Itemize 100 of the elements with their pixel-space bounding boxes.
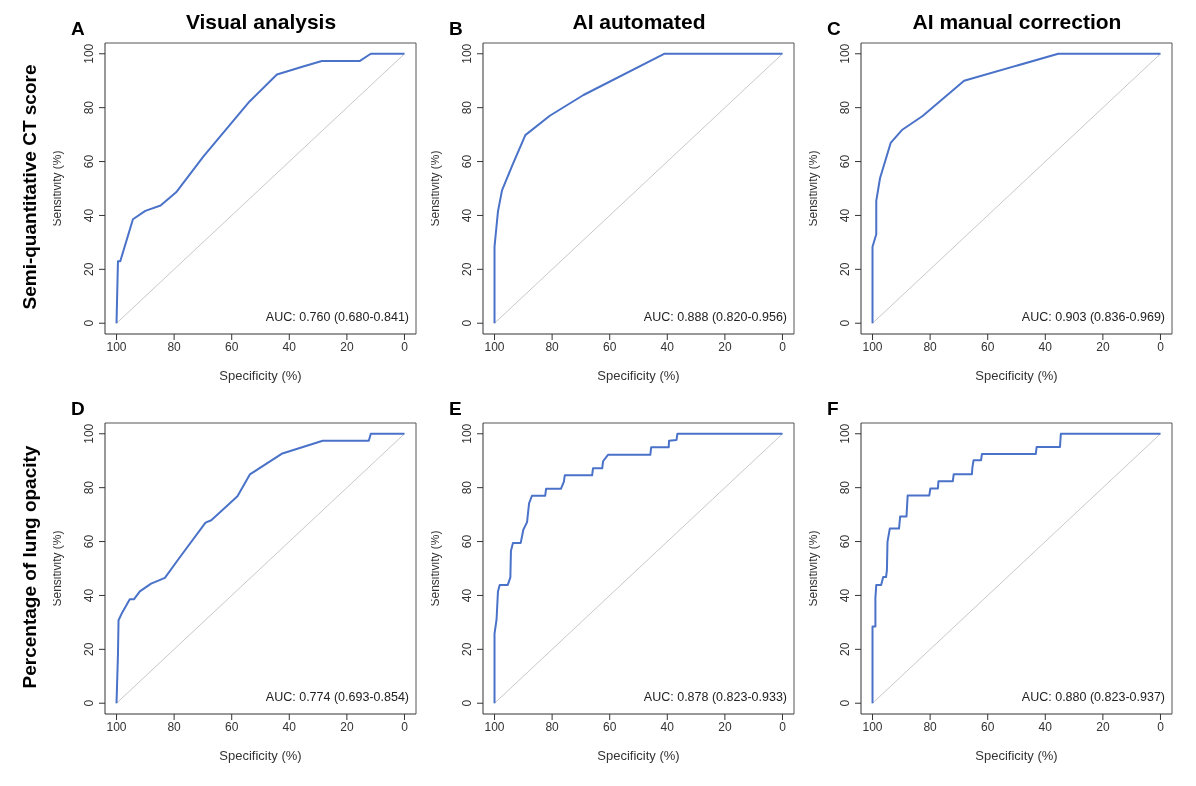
x-tick-label: 20 [718,339,732,354]
y-tick-label: 80 [82,480,96,495]
y-tick-label: 40 [838,588,852,603]
chart-title: Visual analysis [184,9,338,35]
x-axis-title: Specificity (%) [597,748,680,763]
annotation: AUC: 0.903 (0.836-0.969) [1021,310,1165,324]
y-tick-label: 60 [460,154,474,169]
x-tick-label: 80 [545,719,560,734]
chart-title: AI manual correction [911,9,1123,35]
annotation: AUC: 0.888 (0.820-0.956) [643,310,787,324]
x-tick-label: 80 [167,719,182,734]
y-tick-label: 80 [838,100,852,115]
y-tick-label: 100 [82,423,96,444]
x-tick-label: 60 [981,339,995,354]
x-tick-label: 40 [282,339,297,354]
x-tick-label: 40 [1038,719,1053,734]
x-tick-label: 20 [1096,339,1110,354]
y-tick-label: 60 [838,154,852,169]
annotation: AUC: 0.878 (0.823-0.933) [643,690,787,704]
x-tick-label: 60 [603,339,617,354]
x-tick-label: 40 [660,719,675,734]
text: F [827,398,839,420]
x-tick-label: 100 [862,339,883,354]
x-tick-label: 40 [1038,339,1053,354]
x-tick-label: 0 [1157,719,1165,734]
x-tick-label: 80 [923,339,938,354]
y-axis-title: Sensitivity (%) [806,150,821,227]
y-tick-label: 20 [460,262,474,277]
text: A [71,18,85,40]
x-tick-label: 100 [106,719,127,734]
text: D [71,398,85,420]
y-tick-label: 0 [838,699,852,707]
x-axis-title: Specificity (%) [975,368,1058,383]
x-tick-label: 0 [779,719,787,734]
y-tick-label: 80 [82,100,96,115]
text: Percentage of lung opacity [19,445,42,689]
y-tick-label: 0 [460,699,474,707]
y-tick-label: 40 [460,208,474,223]
annotation: AUC: 0.774 (0.693-0.854) [265,690,409,704]
x-tick-label: 80 [923,719,938,734]
y-tick-label: 0 [460,319,474,327]
x-tick-label: 80 [167,339,182,354]
x-axis-title: Specificity (%) [975,748,1058,763]
x-tick-label: 0 [1157,339,1165,354]
y-tick-label: 0 [838,319,852,327]
x-tick-label: 60 [225,339,239,354]
y-tick-label: 60 [82,534,96,549]
x-tick-label: 0 [401,339,409,354]
x-axis-title: Specificity (%) [219,748,302,763]
x-tick-label: 0 [779,339,787,354]
y-axis-title: Sensitivity (%) [428,530,443,607]
x-axis-title: Specificity (%) [597,368,680,383]
y-tick-label: 80 [838,480,852,495]
y-tick-label: 60 [838,534,852,549]
y-axis-title: Sensitivity (%) [50,530,65,607]
y-axis-title: Sensitivity (%) [50,150,65,227]
y-tick-label: 100 [838,43,852,64]
x-tick-label: 100 [484,339,505,354]
y-tick-label: 40 [838,208,852,223]
x-axis-title: Specificity (%) [219,368,302,383]
text: E [449,398,462,420]
x-tick-label: 60 [981,719,995,734]
y-tick-label: 20 [838,642,852,657]
y-tick-label: 20 [82,642,96,657]
x-tick-label: 100 [106,339,127,354]
y-tick-label: 100 [460,43,474,64]
y-tick-label: 40 [82,588,96,603]
x-tick-label: 20 [718,719,732,734]
x-tick-label: 40 [282,719,297,734]
y-tick-label: 20 [82,262,96,277]
x-tick-label: 20 [340,719,354,734]
y-tick-label: 60 [82,154,96,169]
text: B [449,18,463,40]
y-tick-label: 100 [460,423,474,444]
x-tick-label: 40 [660,339,675,354]
x-tick-label: 60 [225,719,239,734]
y-tick-label: 20 [460,642,474,657]
y-tick-label: 40 [82,208,96,223]
y-tick-label: 0 [82,319,96,327]
x-tick-label: 80 [545,339,560,354]
y-tick-label: 80 [460,480,474,495]
y-tick-label: 60 [460,534,474,549]
y-axis-title: Sensitivity (%) [806,530,821,607]
y-tick-label: 80 [460,100,474,115]
x-tick-label: 100 [862,719,883,734]
x-tick-label: 20 [340,339,354,354]
x-tick-label: 20 [1096,719,1110,734]
y-tick-label: 20 [838,262,852,277]
y-tick-label: 100 [838,423,852,444]
x-tick-label: 0 [401,719,409,734]
y-tick-label: 100 [82,43,96,64]
y-tick-label: 40 [460,588,474,603]
annotation: AUC: 0.760 (0.680-0.841) [265,310,409,324]
x-tick-label: 60 [603,719,617,734]
text: Semi-quantitative CT score [19,64,42,310]
text: C [827,18,841,40]
x-tick-label: 100 [484,719,505,734]
annotation: AUC: 0.880 (0.823-0.937) [1021,690,1165,704]
y-tick-label: 0 [82,699,96,707]
chart-title: AI automated [571,9,707,35]
